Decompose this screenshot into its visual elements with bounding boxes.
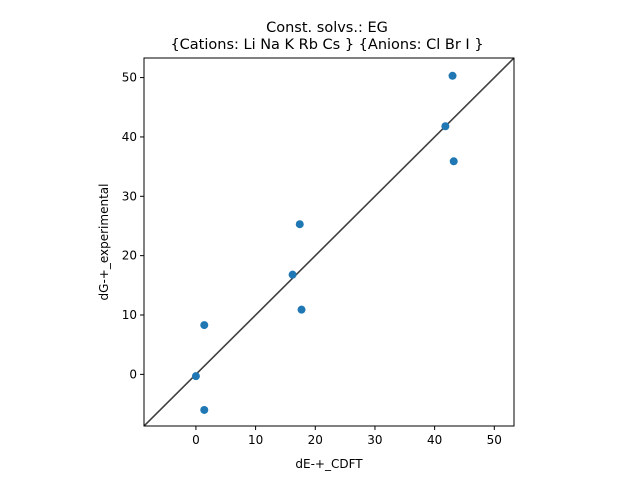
- axes-frame: [143, 57, 515, 427]
- y-tick-label: 30: [122, 189, 137, 203]
- x-tick-label: 30: [367, 433, 382, 447]
- reference-line: [144, 58, 514, 426]
- x-axis-label: dE-+_CDFT: [295, 457, 363, 471]
- data-point: [288, 270, 297, 279]
- data-point: [200, 405, 209, 414]
- y-tick-label: 40: [122, 130, 137, 144]
- x-tick-label: 10: [248, 433, 263, 447]
- data-point: [448, 71, 457, 80]
- y-tick-label: 0: [129, 367, 137, 381]
- x-axis-ticks: 0 10 20 30 40 50: [192, 426, 502, 447]
- x-tick-label: 50: [487, 433, 502, 447]
- chart-title-line2: {Cations: Li Na K Rb Cs } {Anions: Cl Br…: [170, 37, 483, 53]
- y-tick-label: 50: [122, 71, 137, 85]
- data-point: [297, 305, 306, 314]
- x-tick-label: 20: [308, 433, 323, 447]
- data-point: [295, 220, 304, 229]
- y-axis-ticks: 0 10 20 30 40 50: [122, 71, 144, 381]
- data-point: [191, 372, 200, 381]
- plot-area: [143, 57, 515, 427]
- x-tick-label: 0: [192, 433, 200, 447]
- data-point: [441, 122, 450, 131]
- x-tick-label: 40: [427, 433, 442, 447]
- y-axis-label: dG-+_experimental: [97, 184, 111, 301]
- y-tick-label: 20: [122, 249, 137, 263]
- data-point: [200, 321, 209, 330]
- chart-title-line1: Const. solvs.: EG: [266, 20, 388, 36]
- data-point: [449, 157, 458, 166]
- y-tick-label: 10: [122, 308, 137, 322]
